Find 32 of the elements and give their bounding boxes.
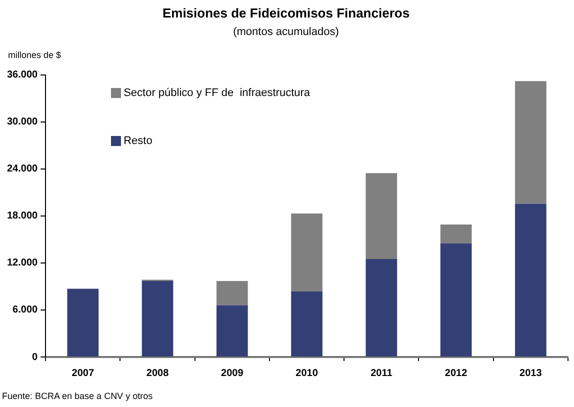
y-tick-label: 6.000 xyxy=(12,304,38,316)
bar xyxy=(440,243,472,356)
chart-title: Emisiones de Fideicomisos Financieros xyxy=(162,5,410,20)
bar xyxy=(440,224,472,244)
x-tick-label: 2007 xyxy=(72,368,94,379)
x-tick-label: 2011 xyxy=(370,368,393,379)
source-note: Fuente: BCRA en base a CNV y otros xyxy=(2,391,153,401)
x-tick-label: 2008 xyxy=(146,368,170,379)
x-tick-label: 2009 xyxy=(221,368,244,379)
y-tick-label: 0 xyxy=(32,352,38,363)
bar xyxy=(366,259,398,356)
y-tick-label: 36.000 xyxy=(6,70,38,81)
bar xyxy=(67,288,99,356)
bar xyxy=(291,214,322,292)
bar xyxy=(515,81,546,204)
y-tick-label: 24.000 xyxy=(6,164,38,175)
x-tick-label: 2010 xyxy=(296,368,318,379)
bar xyxy=(216,280,248,306)
x-tick-label: 2013 xyxy=(520,368,542,379)
bar xyxy=(142,280,174,356)
y-tick-label: 30.000 xyxy=(6,116,38,128)
bar xyxy=(366,173,398,260)
y-axis-title: millones de $ xyxy=(8,50,62,60)
y-tick-label: 12.000 xyxy=(6,258,38,269)
legend-label: Resto xyxy=(124,134,152,147)
x-tick-label: 2012 xyxy=(444,368,468,379)
bar xyxy=(291,292,322,356)
bar xyxy=(216,305,248,356)
legend-label: Sector público y FF de infraestructura xyxy=(124,86,310,99)
chart-subtitle: (montos acumulados) xyxy=(233,26,339,38)
y-tick-label: 18.000 xyxy=(6,210,38,222)
bar xyxy=(515,204,546,356)
